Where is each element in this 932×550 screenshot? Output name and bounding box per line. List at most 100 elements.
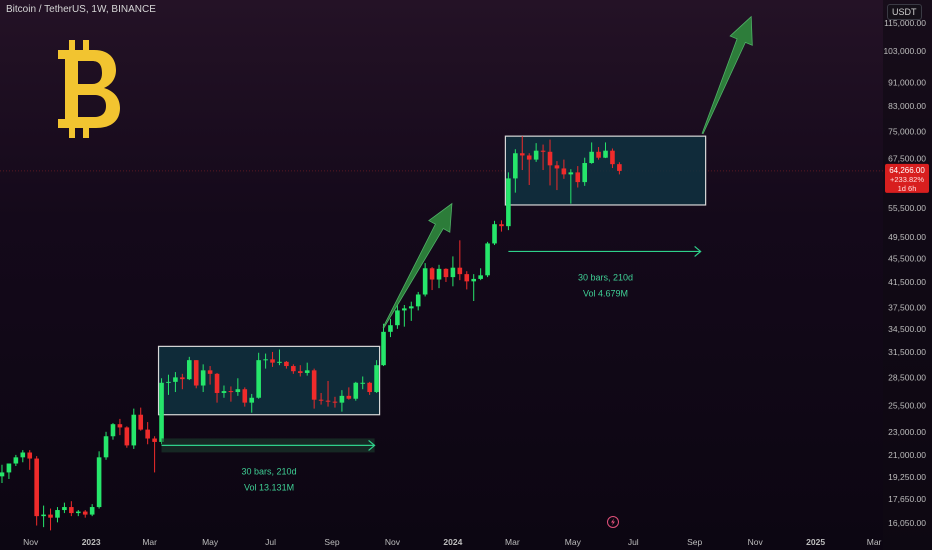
candle-body-28 bbox=[193, 360, 199, 386]
candle-body-8 bbox=[55, 510, 60, 518]
candle-body-22 bbox=[152, 438, 157, 442]
price-tick-16: 21,000.00 bbox=[888, 450, 926, 460]
time-axis[interactable]: Nov 2023 Mar May Jul Sep Nov 2024 Mar May Jul Sep No… bbox=[23, 537, 881, 547]
measure-volume-1: Vol 13.131M bbox=[244, 482, 294, 492]
candle-body-86 bbox=[596, 151, 601, 158]
candle-body-89 bbox=[617, 164, 622, 171]
time-tick-0: Nov bbox=[23, 537, 39, 547]
candle-body-53 bbox=[367, 382, 372, 393]
candle-body-9 bbox=[62, 507, 67, 511]
bitcoin-logo bbox=[58, 40, 120, 138]
price-tick-19: 16,050.00 bbox=[888, 518, 926, 528]
candle-body-83 bbox=[575, 172, 581, 183]
candle-body-46 bbox=[318, 399, 324, 401]
currency-button[interactable]: USDT bbox=[887, 4, 922, 20]
candle-body-3 bbox=[20, 452, 26, 458]
candle-body-64 bbox=[443, 268, 449, 278]
candle-body-75 bbox=[519, 153, 525, 156]
candle-body-7 bbox=[48, 514, 53, 518]
candle-body-77 bbox=[533, 150, 539, 160]
candle-body-88 bbox=[610, 150, 615, 165]
measure-arrowhead-1 bbox=[368, 439, 376, 451]
price-tick-3: 83,000.00 bbox=[888, 101, 926, 111]
price-tick-13: 28,500.00 bbox=[888, 372, 926, 382]
candle-body-23 bbox=[159, 382, 164, 442]
candle-body-32 bbox=[221, 391, 227, 393]
candle-body-73 bbox=[506, 178, 511, 227]
candle-body-34 bbox=[235, 389, 241, 393]
candle-body-60 bbox=[415, 294, 421, 307]
time-tick-1: 2023 bbox=[82, 537, 101, 547]
time-tick-14: Mar bbox=[867, 537, 882, 547]
candle-body-6 bbox=[41, 514, 46, 517]
price-tick-11: 34,500.00 bbox=[888, 324, 926, 334]
candle-body-35 bbox=[242, 389, 248, 403]
candle-body-68 bbox=[471, 278, 477, 282]
measure-layer: 30 bars, 210d Vol 13.131M 30 bars, 210d Vol… bbox=[161, 245, 702, 492]
candle-body-85 bbox=[589, 151, 594, 164]
price-tick-10: 37,500.00 bbox=[888, 303, 926, 313]
candle-body-18 bbox=[124, 427, 130, 446]
candle-body-29 bbox=[200, 370, 206, 386]
candle-body-55 bbox=[381, 331, 386, 366]
time-tick-10: Jul bbox=[628, 537, 639, 547]
candle-body-13 bbox=[89, 507, 95, 515]
candle-body-76 bbox=[526, 155, 532, 160]
bar-countdown: 1d 6h bbox=[898, 184, 917, 193]
candle-body-81 bbox=[561, 168, 567, 175]
time-tick-6: Nov bbox=[385, 537, 401, 547]
time-tick-7: 2024 bbox=[443, 537, 462, 547]
candle-body-45 bbox=[311, 370, 317, 400]
candle-body-78 bbox=[540, 150, 546, 152]
lightning-icon[interactable] bbox=[607, 516, 619, 528]
candle-body-17 bbox=[117, 424, 123, 428]
candle-body-87 bbox=[603, 150, 608, 158]
candle-body-57 bbox=[395, 310, 400, 326]
candle-body-61 bbox=[422, 268, 428, 295]
candle-body-65 bbox=[450, 267, 456, 278]
candle-body-63 bbox=[436, 268, 442, 280]
price-tick-12: 31,500.00 bbox=[888, 347, 926, 357]
candle-body-50 bbox=[346, 395, 352, 399]
time-tick-11: Sep bbox=[687, 537, 702, 547]
price-tick-5: 67,500.00 bbox=[888, 153, 926, 163]
range-box-1 bbox=[157, 345, 381, 416]
candle-body-37 bbox=[256, 360, 261, 398]
candles-layer bbox=[0, 136, 622, 531]
candle-body-4 bbox=[27, 452, 33, 459]
candle-body-56 bbox=[388, 325, 393, 332]
current-price-value: 64,266.00 bbox=[889, 166, 925, 175]
price-tick-17: 19,250.00 bbox=[888, 472, 926, 482]
price-axis[interactable]: 115,000.00 103,000.00 91,000.00 83,000.00 75… bbox=[883, 0, 932, 550]
candle-body-58 bbox=[402, 308, 407, 311]
price-tick-6: 55,500.00 bbox=[888, 203, 926, 213]
price-tick-15: 23,000.00 bbox=[888, 427, 926, 437]
measure-label-1: 30 bars, 210d bbox=[242, 466, 297, 476]
price-tick-4: 75,000.00 bbox=[888, 127, 926, 137]
time-tick-12: Nov bbox=[748, 537, 764, 547]
price-tick-18: 17,650.00 bbox=[888, 494, 926, 504]
price-tick-8: 45,500.00 bbox=[888, 254, 926, 264]
candle-body-80 bbox=[554, 165, 560, 169]
candle-body-38 bbox=[263, 359, 268, 361]
candle-body-44 bbox=[304, 370, 310, 373]
candle-body-33 bbox=[228, 391, 234, 393]
candle-body-20 bbox=[138, 414, 144, 430]
candle-body-67 bbox=[464, 274, 470, 282]
candle-body-1 bbox=[6, 463, 12, 473]
symbol-title: Bitcoin / TetherUS, 1W, BINANCE bbox=[6, 4, 156, 15]
candle-body-40 bbox=[277, 361, 282, 363]
candle-body-62 bbox=[429, 268, 435, 280]
measure-volume-2: Vol 4.679M bbox=[583, 288, 628, 298]
candle-body-66 bbox=[457, 267, 463, 275]
time-tick-9: May bbox=[565, 537, 582, 547]
candle-body-16 bbox=[110, 424, 116, 437]
candle-body-14 bbox=[96, 457, 102, 508]
candle-body-39 bbox=[270, 359, 275, 363]
candle-body-48 bbox=[332, 401, 338, 403]
candle-body-43 bbox=[297, 371, 303, 373]
candle-body-27 bbox=[186, 360, 192, 380]
price-tick-14: 25,500.00 bbox=[888, 401, 926, 411]
candle-body-69 bbox=[478, 275, 483, 279]
